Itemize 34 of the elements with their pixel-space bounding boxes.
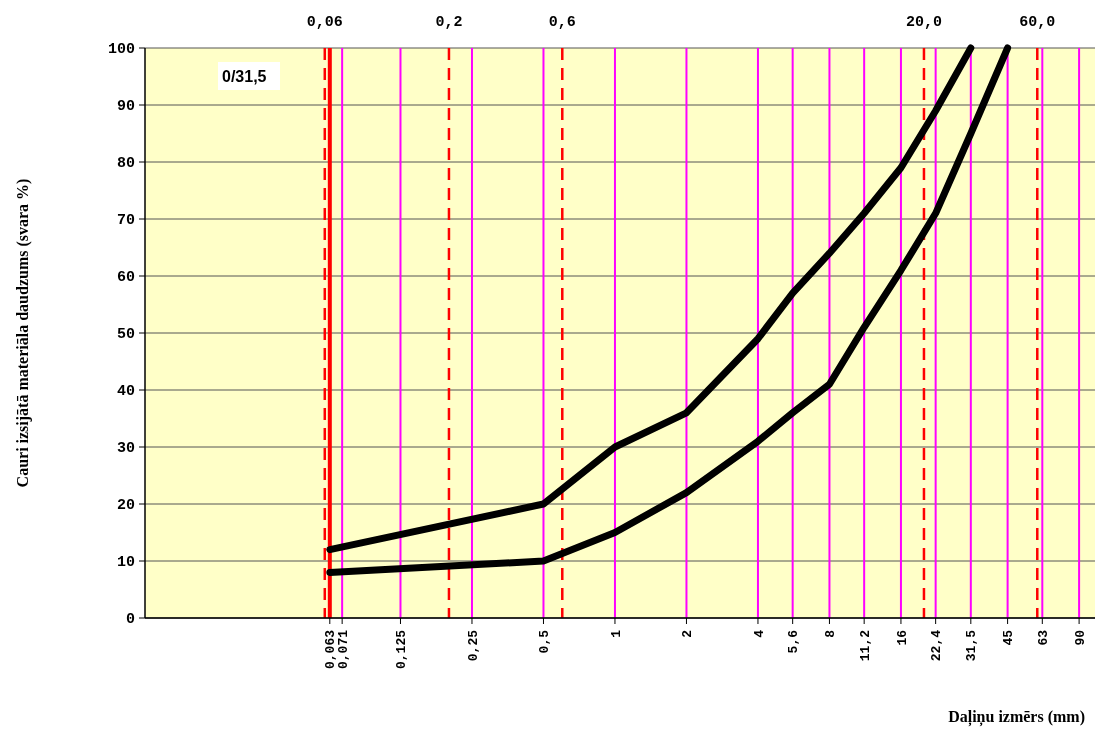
ref-line-label: 0,06 [306,14,343,31]
x-tick-label: 5,6 [786,629,802,654]
x-tick-label: 31,5 [964,629,980,662]
ref-line-label: 60,0 [1019,14,1056,31]
y-tick-label: 90 [116,98,135,116]
y-tick-label: 30 [116,440,135,458]
x-tick-label: 11,2 [857,629,873,662]
y-tick-label: 20 [116,497,135,515]
x-tick-label: 16 [894,629,910,646]
y-tick-label: 40 [116,383,135,401]
y-tick-label: 100 [107,41,135,59]
y-tick-label: 0 [125,611,135,629]
x-axis-title: Daļiņu izmērs (mm) [948,708,1085,727]
ref-line-label: 0,2 [435,14,463,31]
x-tick-label: 90 [1072,629,1088,646]
y-tick-label: 10 [116,554,135,572]
x-tick-label: 63 [1035,629,1051,646]
x-tick-label: 2 [680,629,696,638]
y-tick-label: 50 [116,326,135,344]
x-tick-label: 0,125 [394,629,410,670]
x-tick-label: 45 [1001,629,1017,646]
x-tick-label: 0,25 [465,629,481,662]
x-tick-label: 0,5 [537,629,553,654]
y-tick-label: 60 [116,269,135,287]
y-tick-label: 80 [116,155,135,173]
y-axis-title: Cauri izsijātā materiāla daudzums (svara %) [13,178,32,488]
x-tick-label: 4 [751,629,767,638]
y-tick-label: 70 [116,212,135,230]
x-tick-label: 8 [823,629,838,638]
ref-line-label: 0,6 [548,14,576,31]
annotation: 0/31,5 [222,67,267,85]
x-tick-label: 1 [608,629,624,638]
ref-line-label: 20,0 [905,14,942,31]
x-tick-label: 22,4 [929,629,945,662]
